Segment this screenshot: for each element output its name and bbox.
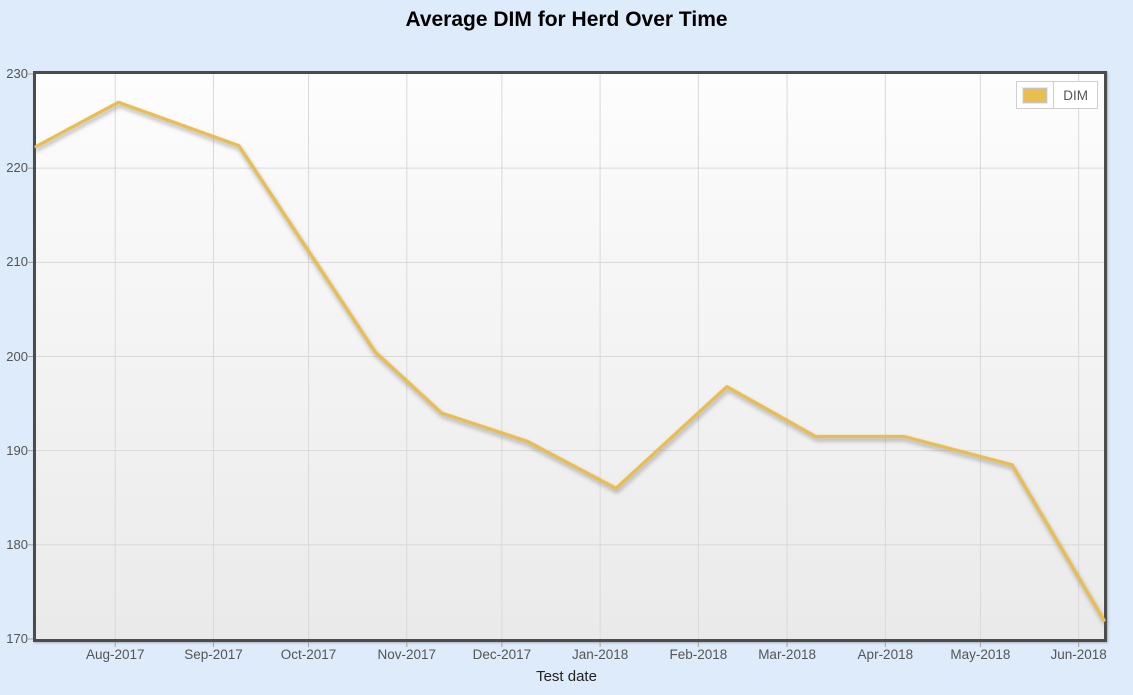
line-chart-svg bbox=[28, 73, 1106, 647]
chart-title: Average DIM for Herd Over Time bbox=[405, 8, 728, 31]
x-tick-label: Apr-2018 bbox=[857, 647, 914, 662]
legend-swatch-icon bbox=[1022, 86, 1049, 104]
y-tick-label: 170 bbox=[6, 631, 28, 646]
y-tick-label: 190 bbox=[6, 442, 28, 458]
x-tick-label: Nov-2017 bbox=[377, 647, 437, 662]
y-tick-label: 220 bbox=[6, 160, 28, 176]
x-tick-label: Dec-2017 bbox=[472, 647, 532, 662]
x-axis-title: Test date bbox=[536, 668, 597, 685]
x-tick-label: Aug-2017 bbox=[85, 647, 145, 662]
y-tick-label: 180 bbox=[6, 536, 28, 552]
x-tick-label: Sep-2017 bbox=[184, 647, 243, 662]
plot-area: DIM bbox=[28, 71, 1107, 647]
x-tick-label: Oct-2017 bbox=[280, 647, 337, 662]
legend[interactable]: DIM bbox=[1016, 81, 1098, 109]
x-tick-label: Jan-2018 bbox=[571, 647, 629, 662]
y-tick-label: 230 bbox=[6, 66, 28, 81]
series-line-dim bbox=[34, 100, 1106, 622]
legend-swatch-cell bbox=[1017, 82, 1055, 108]
legend-label-dim: DIM bbox=[1063, 87, 1088, 103]
x-tick-label: Mar-2018 bbox=[758, 647, 816, 662]
x-tick-label: Jun-2018 bbox=[1050, 647, 1107, 662]
x-tick-label: May-2018 bbox=[950, 647, 1011, 662]
x-tick-label: Feb-2018 bbox=[669, 647, 728, 662]
y-tick-label: 210 bbox=[6, 254, 28, 270]
y-tick-label: 200 bbox=[6, 348, 28, 364]
